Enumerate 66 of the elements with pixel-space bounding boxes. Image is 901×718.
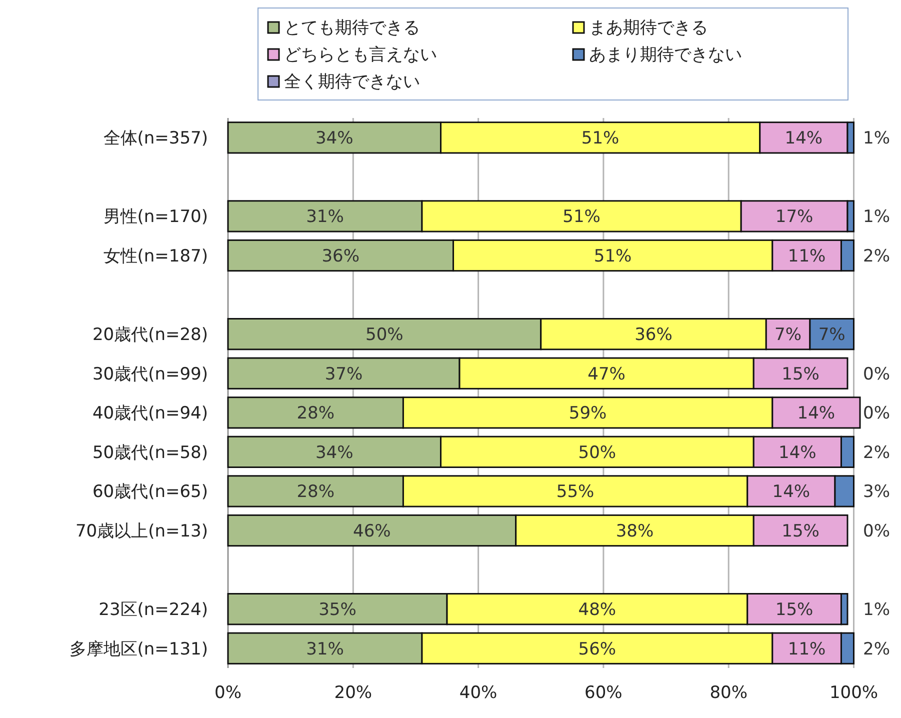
legend-label: とても期待できる [284, 18, 420, 38]
data-label: 50% [366, 325, 404, 346]
data-label: 56% [578, 639, 616, 660]
data-label: 2% [863, 639, 890, 660]
data-label: 55% [556, 482, 594, 502]
y-tick-label: 23区(n=224) [98, 600, 208, 620]
data-label: 17% [775, 207, 814, 228]
y-tick-label: 多摩地区(n=131) [69, 639, 208, 660]
data-label: 51% [581, 128, 620, 149]
data-label: 47% [588, 364, 626, 384]
data-label: 15% [782, 522, 820, 542]
y-tick-label: 20歳代(n=28) [92, 325, 208, 346]
x-tick-label: 20% [334, 683, 372, 703]
y-tick-label: 男性(n=170) [103, 207, 208, 228]
data-label: 14% [784, 128, 823, 149]
y-tick-label: 40歳代(n=94) [92, 404, 208, 424]
data-label: 14% [772, 482, 810, 502]
y-tick-label: 30歳代(n=99) [92, 364, 208, 384]
x-tick-label: 0% [214, 683, 242, 703]
data-label: 14% [778, 442, 816, 463]
data-label: 7% [774, 325, 802, 346]
data-label: 0% [863, 404, 890, 424]
data-label: 2% [863, 246, 890, 266]
legend-label: まあ期待できる [589, 18, 708, 38]
x-tick-label: 100% [829, 683, 878, 703]
data-label: 15% [782, 364, 820, 384]
data-label: 37% [324, 364, 363, 384]
y-tick-label: 60歳代(n=65) [92, 482, 208, 502]
x-tick-label: 80% [710, 683, 748, 703]
data-label: 0% [863, 364, 890, 384]
x-tick-label: 60% [584, 683, 622, 703]
data-label: 11% [788, 639, 826, 660]
data-label: 1% [863, 207, 890, 228]
data-label: 51% [594, 246, 632, 266]
data-label: 36% [322, 246, 360, 266]
data-label: 1% [863, 128, 890, 149]
data-label: 28% [296, 404, 334, 424]
data-label: 48% [578, 600, 616, 620]
legend-label: どちらとも言えない [284, 45, 437, 65]
data-label: 2% [863, 442, 890, 463]
data-label: 31% [306, 207, 344, 228]
y-tick-label: 女性(n=187) [103, 246, 208, 266]
data-label: 15% [775, 600, 814, 620]
data-label: 46% [353, 522, 391, 542]
legend-label: 全く期待できない [284, 72, 420, 92]
data-label: 31% [306, 639, 344, 660]
data-label: 34% [315, 128, 354, 149]
data-label: 3% [863, 482, 890, 502]
data-label: 36% [634, 325, 672, 346]
data-label: 0% [863, 522, 890, 542]
data-label: 11% [788, 246, 826, 266]
y-tick-label: 全体(n=357) [103, 128, 208, 149]
data-label: 59% [568, 404, 607, 424]
data-label: 51% [562, 207, 600, 228]
legend-label: あまり期待できない [589, 45, 742, 65]
data-label: 14% [797, 404, 836, 424]
data-label: 38% [616, 522, 654, 542]
y-tick-label: 70歳以上(n=13) [75, 522, 208, 542]
data-label: 7% [818, 325, 846, 346]
y-tick-label: 50歳代(n=58) [92, 442, 208, 463]
data-label: 50% [578, 442, 616, 463]
data-label: 34% [315, 442, 354, 463]
x-tick-label: 40% [459, 683, 498, 703]
data-label: 28% [296, 482, 334, 502]
data-label: 1% [863, 600, 890, 620]
data-label: 35% [318, 600, 356, 620]
